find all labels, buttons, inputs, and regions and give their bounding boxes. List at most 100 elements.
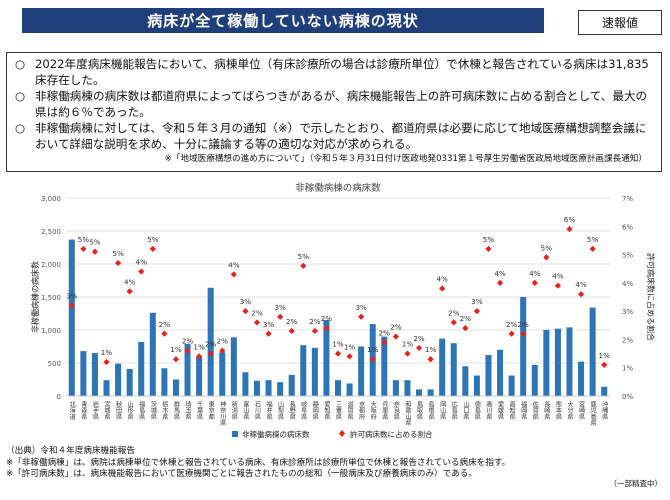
ratio-label: 3% [240, 297, 252, 306]
ratio-label: 4% [494, 269, 506, 278]
bar [172, 379, 179, 396]
ratio-point [346, 353, 353, 360]
bar [115, 363, 122, 396]
ratio-label: 1% [101, 348, 113, 357]
ratio-point [566, 226, 573, 233]
x-tick-label: 茨城県 [149, 400, 156, 420]
bar [300, 345, 307, 396]
summary-text: 2022年度病床機能報告において、病棟単位（有床診療所の場合は診療所単位）で休棟… [35, 57, 649, 87]
ratio-point [415, 344, 423, 352]
ratio-label: 2% [159, 320, 171, 329]
ratio-point [439, 285, 446, 292]
ratio-label: 4% [575, 280, 587, 289]
x-tick-label: 和歌山県 [404, 400, 411, 427]
ratio-label: 1% [170, 345, 182, 354]
summary-box: ○ 2022年度病床機能報告において、病棟単位（有床診療所の場合は診療所単位）で… [6, 52, 662, 172]
x-tick-label: 熊本県 [554, 400, 561, 420]
summary-bullet: ○ 非稼働病棟の病床数は都道府県によってばらつきがあるが、病床機能報告上の許可病… [15, 88, 655, 120]
x-tick-label: 岡山県 [439, 401, 446, 421]
bar [277, 382, 284, 396]
ratio-label: 5% [541, 243, 553, 252]
summary-text: 非稼働病棟に対しては、令和５年３月の通知（※）で示したとおり、都道府県は必要に応… [35, 121, 647, 151]
ratio-point [277, 313, 284, 320]
summary-bullet: ○ 2022年度病床機能報告において、病棟単位（有床診療所の場合は診療所単位）で… [15, 56, 655, 88]
bullet-mark: ○ [15, 57, 26, 71]
bar [126, 368, 133, 396]
x-tick-label: 山形県 [126, 400, 133, 420]
x-tick-label: 兵庫県 [381, 400, 388, 420]
ratio-label: 2% [309, 317, 321, 326]
y2-tick-label: 0% [622, 393, 633, 401]
y-tick-label: 3,000 [41, 195, 61, 203]
status-badge: 速報値 [578, 10, 662, 35]
ratio-label: 2% [205, 340, 217, 349]
ratio-label: 1% [425, 345, 437, 354]
x-tick-label: 香川県 [485, 400, 492, 420]
ratio-point [161, 330, 168, 337]
ratio-point [149, 245, 156, 253]
ratio-point [219, 347, 226, 354]
y-tick-label: 0 [57, 393, 61, 401]
x-tick-label: 愛媛県 [497, 400, 504, 420]
ratio-point [114, 259, 122, 267]
y2-tick-label: 1% [622, 365, 633, 373]
bar [543, 330, 550, 396]
bar [334, 380, 342, 396]
y-axis-label: 非稼働病棟の病床数 [30, 261, 40, 333]
bar [346, 383, 353, 396]
y-tick-label: 2,000 [41, 261, 61, 269]
x-tick-label: 秋田県 [115, 400, 122, 420]
x-tick-label: 佐賀県 [531, 400, 538, 420]
ratio-label: 2% [286, 317, 298, 326]
bar [404, 380, 411, 396]
ratio-point [323, 325, 330, 332]
ratio-label: 2% [448, 308, 460, 317]
bar [288, 374, 295, 396]
bar [554, 328, 561, 396]
bar [265, 380, 272, 396]
bar [508, 375, 515, 396]
footer-notes: （出典）令和４年度病床機能報告 ※「非稼働病棟」は、病院は病棟単位で休棟と報告さ… [6, 446, 510, 481]
ratio-label: 5% [147, 235, 159, 244]
x-tick-label: 埼玉県 [184, 400, 191, 420]
bar [566, 327, 573, 396]
ratio-point [404, 350, 411, 357]
bar [68, 239, 75, 396]
ratio-label: 5% [89, 238, 101, 247]
ratio-label: 1% [402, 340, 414, 349]
bullet-mark: ○ [15, 89, 26, 103]
bar [219, 352, 226, 396]
definition-note: ※「許可病床数」は、病床機能報告において医療機関ごとに報告されたものの総和（一般… [6, 469, 477, 479]
ratio-point [473, 308, 480, 315]
y2-tick-label: 7% [622, 195, 633, 203]
bar [358, 346, 365, 396]
x-tick-label: 北海道 [68, 400, 75, 420]
x-tick-label: 愛知県 [323, 400, 330, 420]
ratio-point [300, 262, 307, 269]
x-tick-label: 大分県 [566, 400, 573, 420]
x-tick-label: 鳥取県 [416, 400, 423, 420]
bar [103, 380, 110, 396]
x-tick-label: 大阪府 [369, 400, 376, 420]
ratio-point [369, 356, 376, 363]
bar [392, 380, 399, 396]
ratio-label: 5% [483, 235, 495, 244]
ratio-label: 1% [367, 345, 379, 354]
bar [80, 351, 87, 396]
ratio-label: 2% [390, 323, 402, 332]
x-tick-label: 岩手県 [91, 400, 98, 420]
ratio-label: 2% [379, 328, 391, 337]
x-tick-label: 福岡県 [520, 400, 527, 420]
ratio-point [589, 245, 596, 253]
ratio-point [358, 313, 365, 320]
ratio-point [172, 356, 180, 363]
x-tick-label: 京都府 [358, 400, 365, 420]
ratio-point [91, 248, 99, 255]
x-tick-label: 新潟県 [230, 400, 237, 420]
x-tick-label: 千葉県 [196, 400, 203, 420]
ratio-point [80, 245, 87, 253]
x-tick-label: 三重県 [335, 401, 342, 421]
x-tick-label: 宮城県 [103, 400, 110, 420]
x-tick-label: 福井県 [265, 400, 272, 420]
ratio-label: 5% [587, 235, 599, 244]
